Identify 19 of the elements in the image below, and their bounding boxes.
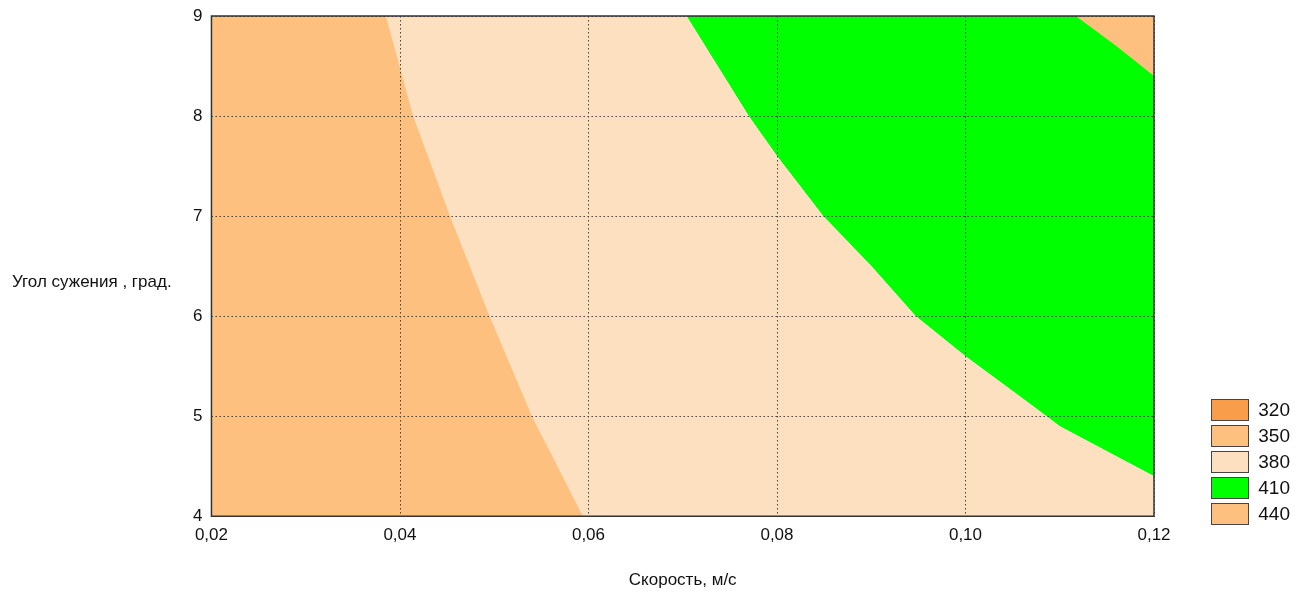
legend-label: 350: [1258, 425, 1290, 447]
legend-label: 380: [1258, 451, 1290, 473]
x-tick-label: 0,12: [1137, 525, 1171, 545]
x-tick-label: 0,08: [760, 525, 794, 545]
x-axis-title: Скорость, м/с: [628, 570, 738, 590]
legend-label: 410: [1258, 477, 1290, 499]
y-tick-label: 5: [192, 405, 203, 425]
legend-label: 440: [1258, 503, 1290, 525]
x-tick-label: 0,02: [194, 525, 228, 545]
y-tick-label: 7: [192, 205, 203, 225]
x-tick-label: 0,04: [383, 525, 417, 545]
x-tick-label: 0,10: [948, 525, 983, 545]
y-tick-label: 8: [192, 105, 203, 125]
y-tick-label: 4: [192, 505, 203, 525]
y-axis-title: Угол сужения , град.: [12, 272, 172, 292]
y-tick-label: 9: [192, 5, 203, 25]
legend-label: 320: [1258, 399, 1290, 421]
y-tick-label: 6: [192, 305, 203, 325]
x-tick-label: 0,06: [571, 525, 606, 545]
